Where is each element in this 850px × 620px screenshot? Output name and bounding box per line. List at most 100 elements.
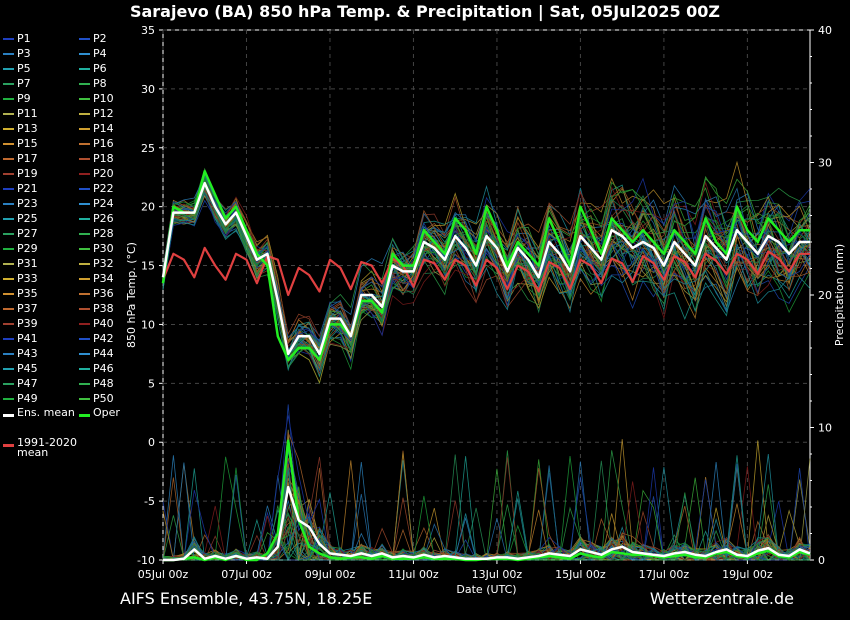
legend-label: P18 — [93, 152, 114, 165]
legend-label: P42 — [93, 332, 114, 345]
legend-swatch — [3, 248, 14, 250]
legend-label: P46 — [93, 362, 114, 375]
legend-label: P4 — [93, 47, 107, 60]
legend-label: P12 — [93, 107, 114, 120]
legend-label: P32 — [93, 257, 114, 270]
legend-swatch — [3, 98, 14, 100]
legend-label: P50 — [93, 392, 114, 405]
legend-label: P6 — [93, 62, 107, 75]
legend-swatch — [3, 368, 14, 370]
y-tick-label: 15 — [141, 260, 155, 273]
legend-swatch — [3, 323, 14, 325]
legend-label: P19 — [17, 167, 38, 180]
legend-label: P14 — [93, 122, 114, 135]
legend-label: P43 — [17, 347, 38, 360]
legend-label: P5 — [17, 62, 31, 75]
legend-label: P39 — [17, 317, 38, 330]
legend-swatch — [79, 113, 90, 115]
y-tick-label: 0 — [148, 436, 155, 449]
series-oper — [161, 170, 810, 362]
y-tick-label: 25 — [141, 142, 155, 155]
legend-swatch — [79, 68, 90, 70]
legend-swatch — [3, 444, 14, 447]
legend-label: P27 — [17, 227, 38, 240]
legend-label: P48 — [93, 377, 114, 390]
legend-swatch — [3, 233, 14, 235]
legend-swatch — [79, 398, 90, 400]
legend-label: P31 — [17, 257, 38, 270]
legend-label: P49 — [17, 392, 38, 405]
y-tick-label: -5 — [144, 495, 155, 508]
legend-swatch — [3, 158, 14, 160]
y-tick-label: 30 — [141, 83, 155, 96]
legend-label: 1991-2020 mean — [17, 436, 77, 459]
chart-title: Sarajevo (BA) 850 hPa Temp. & Precipitat… — [129, 2, 721, 21]
legend-swatch — [79, 218, 90, 220]
legend: P1 P2 P3 P4 P5 P6 P7 P8 P9 P10 P11 P12 P13 P14 P15 P16 P… — [0, 30, 160, 470]
legend-swatch — [79, 308, 90, 310]
legend-swatch — [3, 128, 14, 130]
legend-label: Ens. mean — [17, 406, 75, 419]
legend-swatch — [79, 293, 90, 295]
legend-label: P30 — [93, 242, 114, 255]
x-tick-label: 11Jul 00z — [388, 568, 439, 581]
legend-swatch — [3, 398, 14, 400]
legend-swatch — [79, 233, 90, 235]
x-tick-label: 07Jul 00z — [221, 568, 272, 581]
legend-swatch — [3, 38, 14, 40]
legend-swatch — [3, 293, 14, 295]
legend-label: P40 — [93, 317, 114, 330]
legend-swatch — [3, 278, 14, 280]
x-tick-label: 19Jul 00z — [722, 568, 773, 581]
y2-tick-label: 40 — [818, 24, 832, 37]
legend-swatch — [3, 203, 14, 205]
legend-swatch — [79, 143, 90, 145]
model-caption: AIFS Ensemble, 43.75N, 18.25E — [120, 589, 373, 608]
legend-label: P35 — [17, 287, 38, 300]
legend-label: P11 — [17, 107, 38, 120]
legend-label: Oper — [93, 406, 120, 419]
x-tick-label: 15Jul 00z — [555, 568, 606, 581]
legend-label: P34 — [93, 272, 114, 285]
legend-swatch — [79, 383, 90, 385]
series-1991-2020-mean — [161, 246, 810, 297]
legend-swatch — [3, 414, 14, 417]
y-axis-label: 850 hPa Temp. (°C) — [125, 242, 138, 348]
legend-swatch — [3, 263, 14, 265]
legend-swatch — [3, 383, 14, 385]
legend-swatch — [3, 53, 14, 55]
legend-label: P41 — [17, 332, 38, 345]
legend-label: P1 — [17, 32, 31, 45]
legend-label: P7 — [17, 77, 31, 90]
legend-label: P9 — [17, 92, 31, 105]
legend-label: P2 — [93, 32, 107, 45]
legend-label: P44 — [93, 347, 114, 360]
legend-label: P13 — [17, 122, 38, 135]
legend-label: P22 — [93, 182, 114, 195]
legend-label: P15 — [17, 137, 38, 150]
legend-swatch — [3, 143, 14, 145]
legend-label: P10 — [93, 92, 114, 105]
legend-swatch — [79, 368, 90, 370]
legend-swatch — [79, 338, 90, 340]
legend-swatch — [79, 353, 90, 355]
x-tick-label: 17Jul 00z — [639, 568, 690, 581]
y2-tick-label: 0 — [818, 554, 825, 567]
legend-label: P38 — [93, 302, 114, 315]
legend-swatch — [3, 353, 14, 355]
legend-swatch — [79, 83, 90, 85]
x-tick-label: 05Jul 00z — [138, 568, 189, 581]
legend-swatch — [3, 338, 14, 340]
legend-label: P23 — [17, 197, 38, 210]
legend-swatch — [79, 414, 90, 417]
legend-swatch — [79, 98, 90, 100]
legend-label: P24 — [93, 197, 114, 210]
x-axis-label: Date (UTC) — [456, 583, 516, 596]
legend-swatch — [79, 38, 90, 40]
brand-caption: Wetterzentrale.de — [649, 589, 794, 608]
legend-swatch — [79, 128, 90, 130]
legend-label: P47 — [17, 377, 38, 390]
legend-label: P28 — [93, 227, 114, 240]
legend-label: P36 — [93, 287, 114, 300]
legend-label: P33 — [17, 272, 38, 285]
